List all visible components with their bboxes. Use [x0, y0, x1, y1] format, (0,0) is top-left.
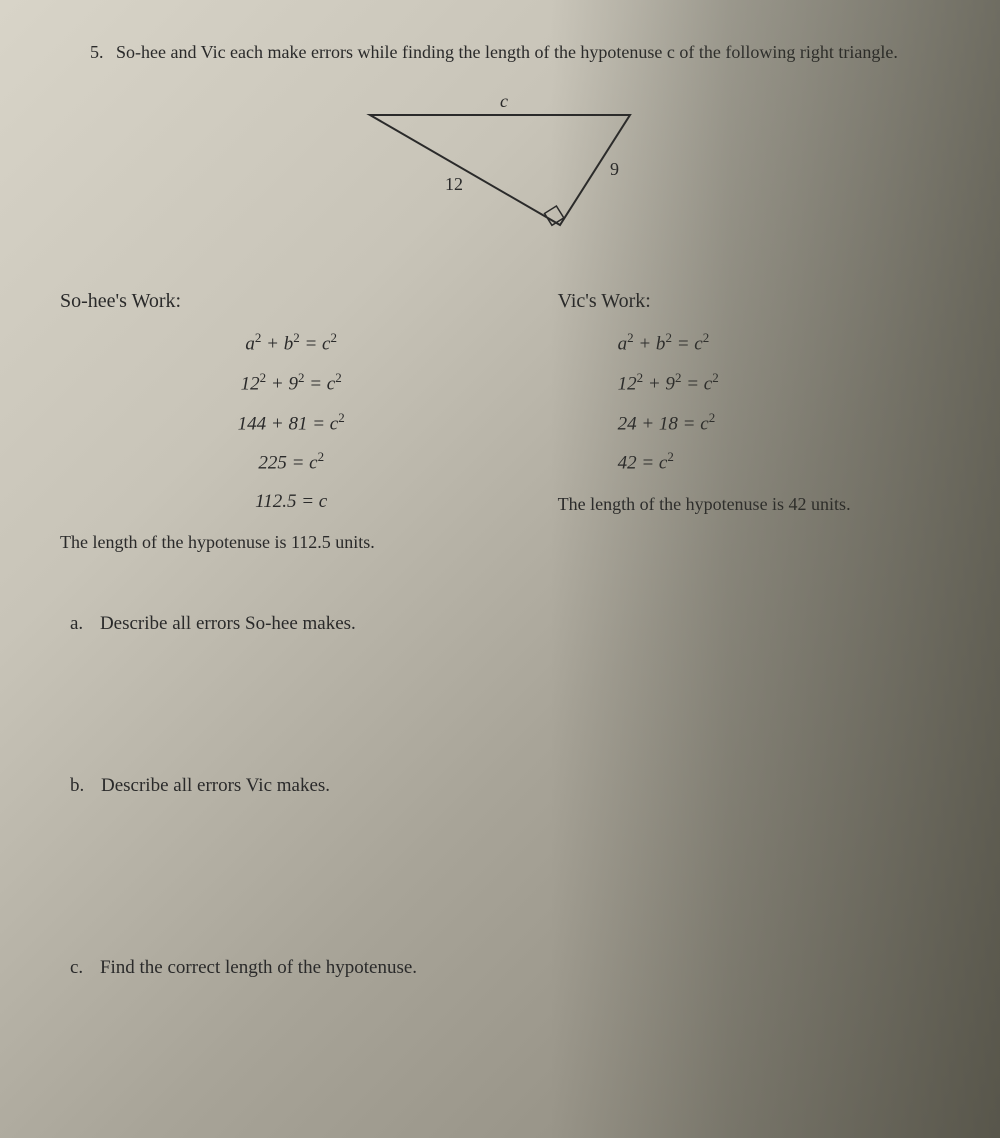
sohee-eq1: a2 + b2 = c2 [60, 328, 482, 360]
vic-header: Vic's Work: [558, 290, 940, 313]
work-section: So-hee's Work: a2 + b2 = c2 122 + 92 = c… [60, 290, 940, 553]
question-c: c. Find the correct length of the hypote… [60, 957, 940, 979]
vic-eq1: a2 + b2 = c2 [558, 328, 940, 360]
triangle-diagram: c 9 12 [60, 85, 940, 250]
vic-work-column: Vic's Work: a2 + b2 = c2 122 + 92 = c2 2… [518, 290, 940, 553]
side-b-label: 9 [610, 159, 619, 179]
problem-intro: 5. So-hee and Vic each make errors while… [60, 40, 940, 65]
sohee-eq2: 122 + 92 = c2 [60, 368, 482, 400]
side-a-label: 12 [445, 174, 463, 194]
hypotenuse-label: c [500, 91, 508, 111]
problem-intro-text: So-hee and Vic each make errors while fi… [116, 42, 898, 62]
sohee-header: So-hee's Work: [60, 290, 482, 313]
problem-number: 5. [90, 40, 104, 65]
question-c-label: c. [70, 957, 83, 979]
question-b: b. Describe all errors Vic makes. [60, 775, 940, 797]
question-a-text: Describe all errors So-hee makes. [100, 613, 356, 634]
sohee-eq3: 144 + 81 = c2 [60, 408, 482, 440]
question-a-label: a. [70, 613, 83, 635]
question-c-text: Find the correct length of the hypotenus… [100, 957, 417, 978]
question-a: a. Describe all errors So-hee makes. [60, 613, 940, 635]
sohee-work-column: So-hee's Work: a2 + b2 = c2 122 + 92 = c… [60, 290, 482, 553]
triangle-svg: c 9 12 [330, 85, 670, 245]
vic-eq2: 122 + 92 = c2 [558, 368, 940, 400]
triangle-shape [370, 115, 630, 225]
vic-eq4: 42 = c2 [558, 447, 940, 479]
vic-eq3: 24 + 18 = c2 [558, 408, 940, 440]
vic-conclusion: The length of the hypotenuse is 42 units… [558, 494, 940, 515]
sohee-conclusion: The length of the hypotenuse is 112.5 un… [60, 532, 482, 553]
question-b-label: b. [70, 775, 84, 797]
question-b-text: Describe all errors Vic makes. [101, 775, 330, 796]
sohee-eq5: 112.5 = c [60, 487, 482, 517]
sohee-eq4: 225 = c2 [60, 447, 482, 479]
